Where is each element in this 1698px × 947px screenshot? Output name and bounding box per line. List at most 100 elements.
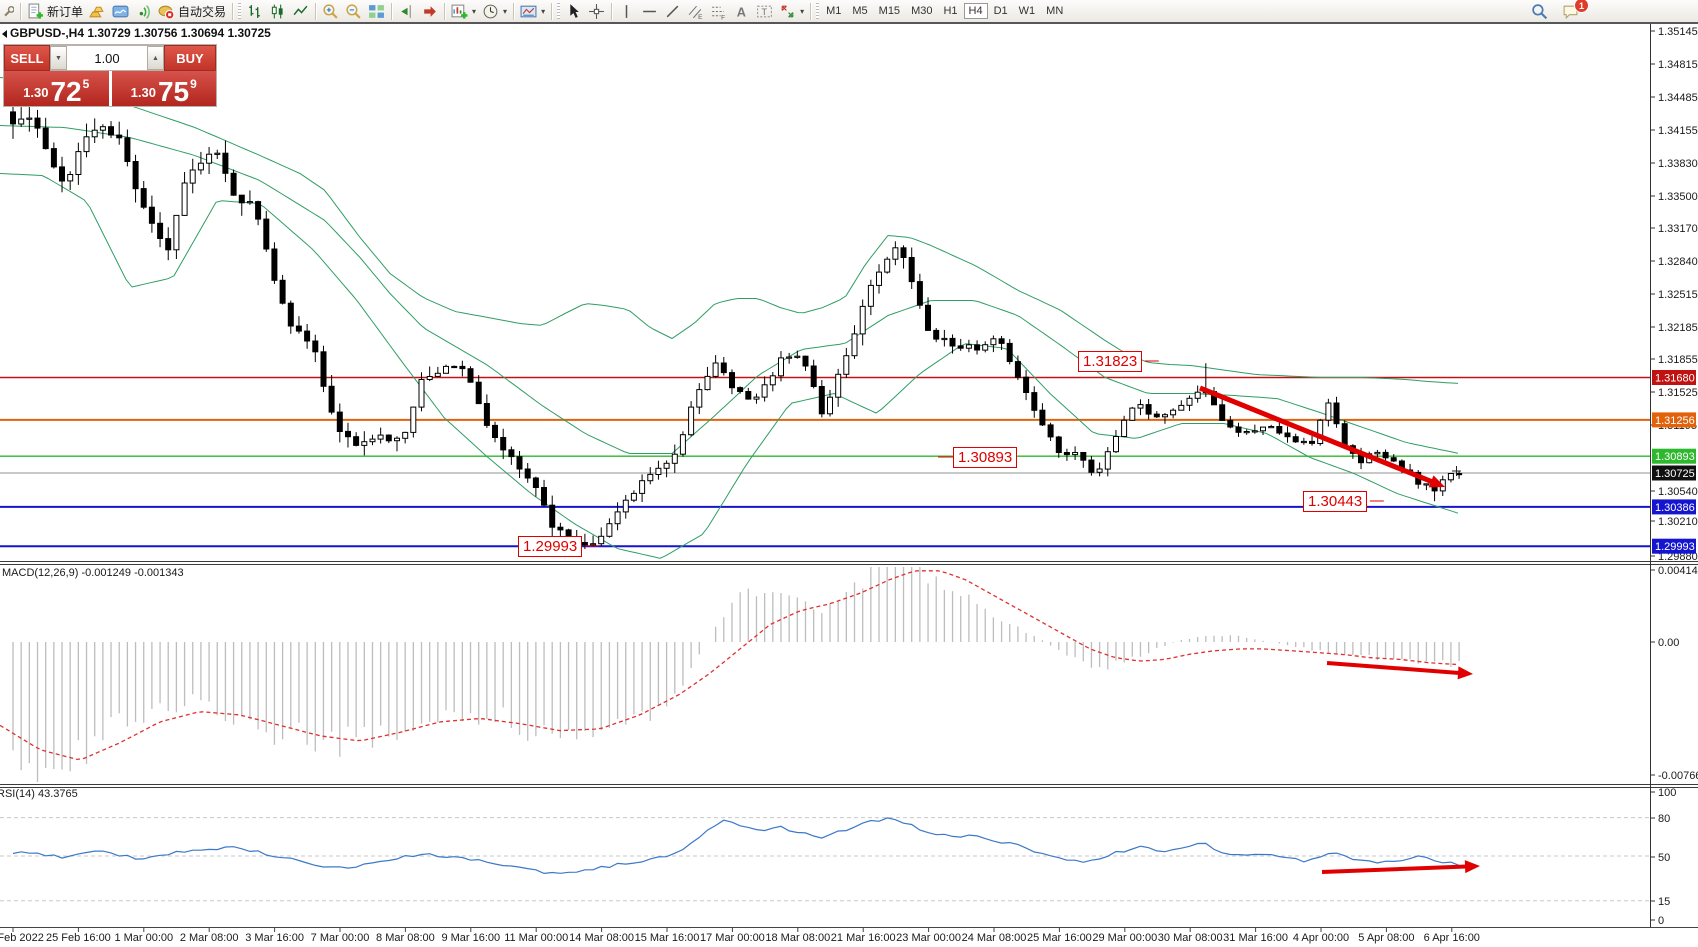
horizontal-line-tool-button[interactable] <box>638 1 661 21</box>
time-axis-label: 7 Mar 00:00 <box>311 932 370 944</box>
callout-connectors <box>584 360 1384 547</box>
one-click-trading-panel: SELL ▼ 1.00 ▲ BUY 1.30 72 5 1.30 75 9 <box>3 44 217 107</box>
cursor-tool-button[interactable] <box>562 1 585 21</box>
bar-chart-button[interactable] <box>243 1 266 21</box>
macd-axis[interactable]: 0.004144 0.00 -0.007664 <box>1650 565 1698 782</box>
tile-windows-button[interactable] <box>365 1 388 21</box>
time-axis-label: 14 Mar 08:00 <box>569 932 634 944</box>
sell-price[interactable]: 1.30 72 5 <box>4 71 109 106</box>
price-callout[interactable]: 1.30443 <box>1303 491 1368 512</box>
rsi-line <box>12 817 1460 875</box>
rsi-axis-label: 15 <box>1658 896 1670 908</box>
timeframe-d1[interactable]: D1 <box>993 5 1008 17</box>
notifications-button[interactable]: 1 <box>1559 0 1589 21</box>
time-axis-label: 23 Mar 00:00 <box>896 932 961 944</box>
trend-arrow[interactable] <box>1199 385 1445 488</box>
buy-price[interactable]: 1.30 75 9 <box>111 71 216 106</box>
time-axis-label: 31 Mar 16:00 <box>1223 932 1288 944</box>
new-order-button[interactable]: 新订单 <box>24 1 86 21</box>
buy-button[interactable]: BUY <box>164 45 216 71</box>
bar-chart-icon <box>249 4 260 18</box>
timeframe-m15[interactable]: M15 <box>878 5 901 17</box>
timeframe-m5[interactable]: M5 <box>852 5 868 17</box>
timeframe-m30[interactable]: M30 <box>911 5 933 17</box>
buy-price-pip: 9 <box>190 77 197 91</box>
rsi-axis[interactable]: 100 80 50 15 0 <box>1650 787 1676 927</box>
chart-profile-icon <box>112 5 129 17</box>
text-tool-button[interactable]: A <box>730 1 753 21</box>
time-axis-label: 17 Mar 00:00 <box>700 932 765 944</box>
equidistant-channel-icon: E <box>688 5 702 20</box>
equidistant-channel-tool-button[interactable]: E <box>684 1 707 21</box>
price-tick-label: 1.30210 <box>1658 516 1698 528</box>
price-callout[interactable]: 1.30893 <box>953 447 1018 468</box>
fibonacci-tool-button[interactable]: F <box>707 1 730 21</box>
candlestick-chart-icon <box>271 4 283 18</box>
timeframe-h4[interactable]: H4 <box>963 3 988 19</box>
price-badge <box>1652 465 1696 481</box>
line-chart-button[interactable] <box>289 1 312 21</box>
periods-button[interactable]: ▾ <box>479 1 510 21</box>
price-callout[interactable]: 1.29993 <box>518 536 583 557</box>
time-axis-label: 3 Mar 16:00 <box>245 932 304 944</box>
autotrading-button[interactable]: 自动交易 <box>155 1 229 21</box>
search-button[interactable] <box>1528 1 1551 21</box>
new-chart-button[interactable]: ▾ <box>448 1 479 21</box>
zoom-in-icon <box>323 3 338 19</box>
crosshair-tool-button[interactable] <box>585 1 608 21</box>
time-axis-label: 18 Mar 08:00 <box>765 932 830 944</box>
text-label-icon: T <box>757 5 773 18</box>
arrows-tool-button[interactable]: ▾ <box>776 1 807 21</box>
main-chart-plot[interactable] <box>0 77 1650 559</box>
macd-arrow[interactable] <box>1326 661 1473 680</box>
price-axis[interactable]: 1.35145 1.34815 1.34485 1.34155 1.33830 1.335… <box>1650 24 1698 927</box>
trendline-tool-button[interactable] <box>661 1 684 21</box>
gold-button[interactable] <box>86 1 109 21</box>
time-axis-label: 25 Mar 16:00 <box>1027 932 1092 944</box>
text-label-tool-button[interactable]: T <box>753 1 776 21</box>
chart-title: GBPUSD-,H4 1.30729 1.30756 1.30694 1.307… <box>2 26 271 40</box>
timeframe-m1[interactable]: M1 <box>826 5 842 17</box>
signals-button[interactable] <box>132 1 155 21</box>
chart-corner-icon <box>2 30 7 38</box>
rsi-plot[interactable] <box>0 817 1650 902</box>
candlestick-chart-button[interactable] <box>266 1 289 21</box>
macd-plot[interactable] <box>0 548 1473 789</box>
vertical-line-tool-button[interactable] <box>615 1 638 21</box>
price-badge-label: 1.31256 <box>1655 415 1695 427</box>
zoom-out-button[interactable] <box>342 1 365 21</box>
volume-decrease-button[interactable]: ▼ <box>50 46 67 70</box>
timeframe-mn[interactable]: MN <box>1046 5 1064 17</box>
chart-shift-button[interactable] <box>395 1 418 21</box>
chevron-down-icon: ▾ <box>503 6 508 16</box>
new-chart-icon <box>451 4 468 19</box>
rsi-arrow[interactable] <box>1321 860 1480 874</box>
timeframe-w1[interactable]: W1 <box>1018 5 1036 17</box>
buy-price-prefix: 1.30 <box>130 85 156 100</box>
price-tick-label: 1.33830 <box>1658 158 1698 170</box>
volume-value[interactable]: 1.00 <box>94 50 120 66</box>
panel-separators[interactable] <box>0 561 1698 928</box>
search-icon <box>1532 3 1548 19</box>
partial-tool-icon[interactable] <box>0 1 17 21</box>
fibonacci-icon: F <box>712 6 725 20</box>
profiles-button[interactable] <box>109 1 132 21</box>
price-badge <box>1652 412 1696 428</box>
svg-text:T: T <box>761 7 767 18</box>
auto-scroll-button[interactable] <box>418 1 441 21</box>
volume-increase-button[interactable]: ▲ <box>147 46 164 70</box>
crosshair-icon <box>589 3 605 19</box>
zoom-in-button[interactable] <box>319 1 342 21</box>
timeframe-h1[interactable]: H1 <box>943 5 958 17</box>
rsi-axis-label: 100 <box>1658 787 1676 799</box>
svg-text:A: A <box>737 4 746 19</box>
text-icon: A <box>737 4 746 19</box>
time-axis-label: 6 Apr 16:00 <box>1424 932 1480 944</box>
zoom-out-icon <box>346 3 361 19</box>
sell-button[interactable]: SELL <box>4 45 50 71</box>
templates-button[interactable]: ▾ <box>517 1 548 21</box>
price-callout[interactable]: 1.31823 <box>1078 351 1143 372</box>
